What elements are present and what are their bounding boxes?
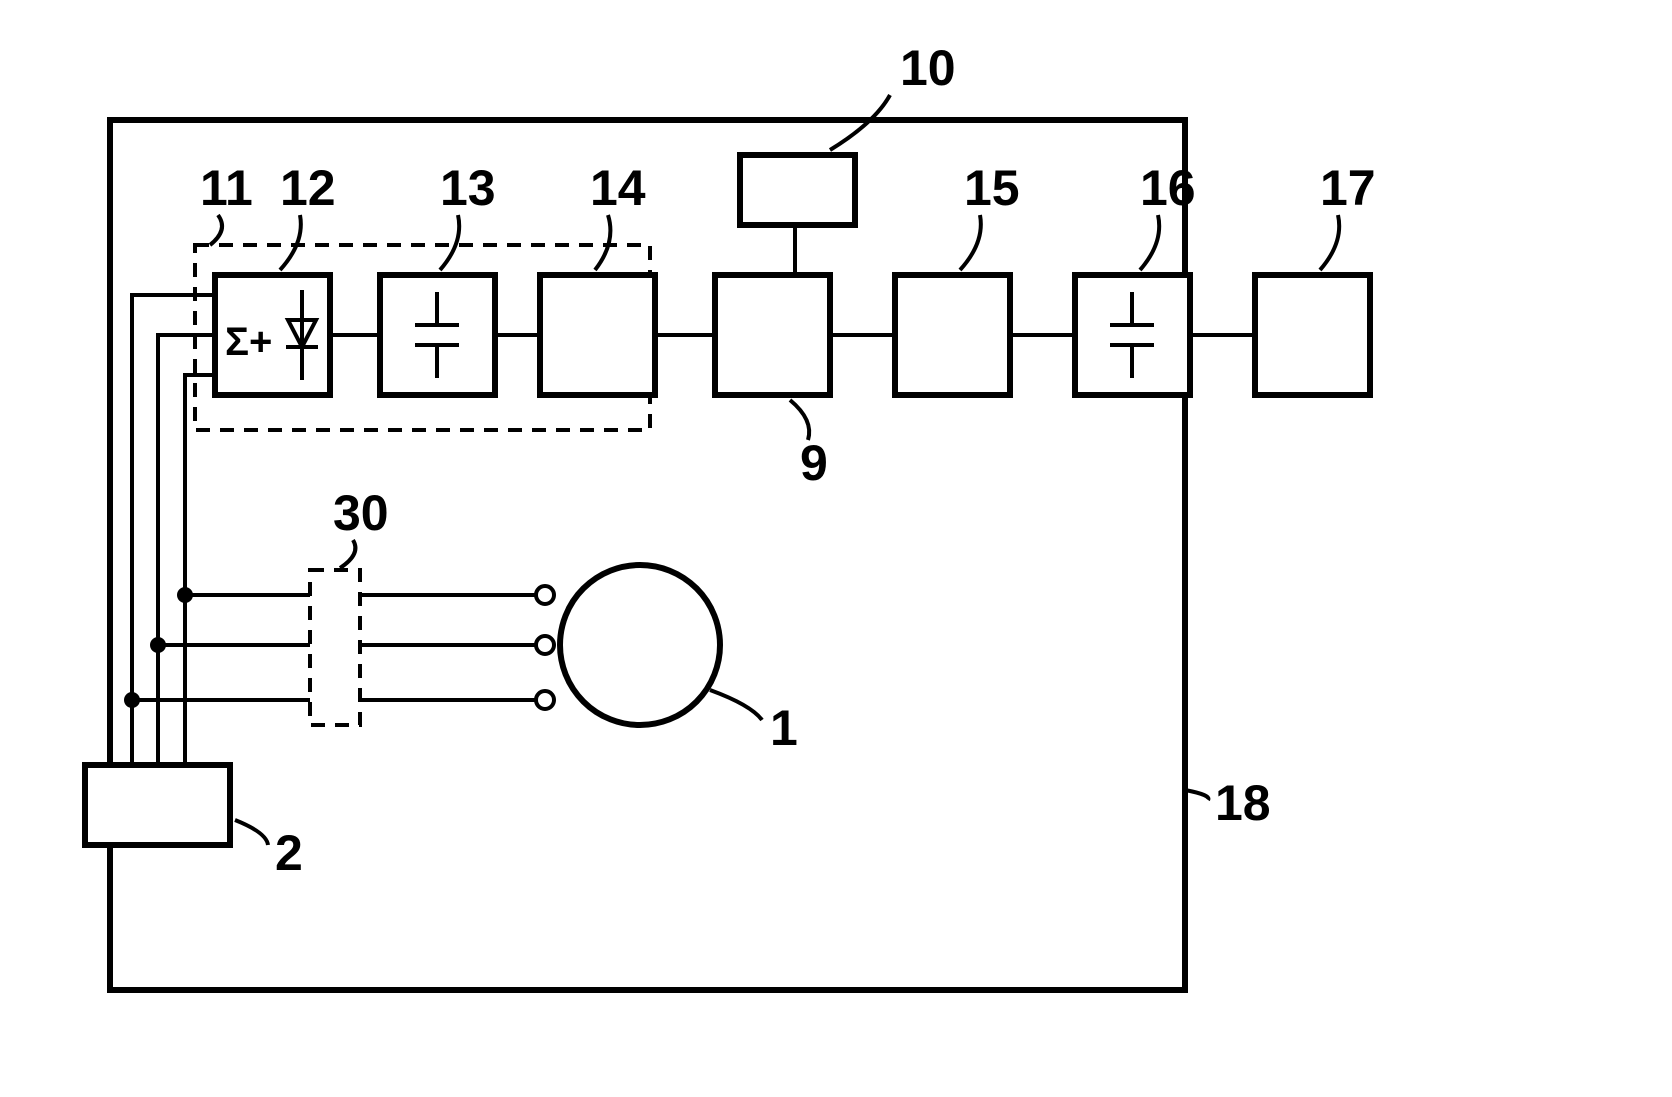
block-b10 <box>740 155 855 225</box>
outer-box-18 <box>110 120 1185 990</box>
svg-text:10: 10 <box>900 40 956 96</box>
block-b17 <box>1255 275 1370 395</box>
block-diagram: Σ+10111213141516179301218 <box>0 0 1672 1097</box>
block-b14 <box>540 275 655 395</box>
svg-text:1: 1 <box>770 700 798 756</box>
svg-text:2: 2 <box>275 825 303 881</box>
svg-text:11: 11 <box>200 160 253 216</box>
svg-text:17: 17 <box>1320 160 1376 216</box>
svg-text:14: 14 <box>590 160 646 216</box>
svg-text:Σ+: Σ+ <box>225 320 272 364</box>
svg-text:30: 30 <box>333 485 389 541</box>
svg-text:9: 9 <box>800 435 828 491</box>
svg-text:16: 16 <box>1140 160 1196 216</box>
svg-text:18: 18 <box>1215 775 1271 831</box>
block-b9 <box>715 275 830 395</box>
svg-text:13: 13 <box>440 160 496 216</box>
circle-1 <box>560 565 720 725</box>
block-b2 <box>85 765 230 845</box>
svg-text:12: 12 <box>280 160 336 216</box>
svg-text:15: 15 <box>964 160 1020 216</box>
block-b15 <box>895 275 1010 395</box>
